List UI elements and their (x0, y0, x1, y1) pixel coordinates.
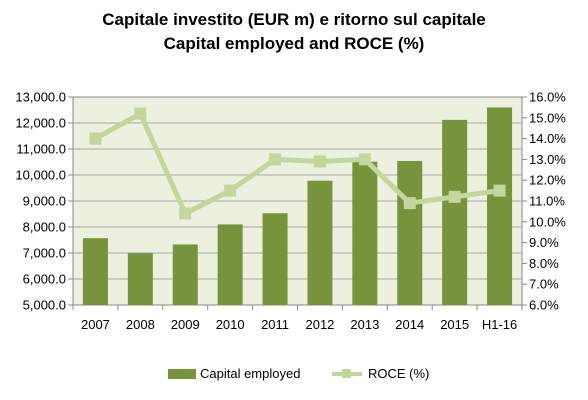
y-right-tick-label: 14.0% (529, 131, 566, 146)
x-tick-label: H1-16 (482, 317, 517, 332)
bar-capital-employed (262, 213, 288, 305)
y-right-tick-label: 9.0% (529, 235, 559, 250)
bar-capital-employed (397, 160, 423, 305)
point-roce (224, 184, 237, 197)
bar-capital-employed (307, 180, 333, 305)
x-tick-label: 2014 (395, 317, 424, 332)
y-left-tick-label: 6,000.0 (23, 272, 66, 287)
x-tick-label: 2011 (261, 317, 289, 332)
legend-swatch-capital-employed (168, 369, 196, 379)
y-right-tick-label: 7.0% (529, 277, 559, 292)
chart-subtitle: Capital employed and ROCE (%) (163, 34, 425, 53)
y-right-tick-label: 6.0% (529, 298, 559, 313)
y-right-tick-label: 8.0% (529, 256, 559, 271)
y-left-tick-label: 12,000.0 (15, 116, 66, 131)
line-roce (94, 111, 500, 216)
y-left-tick-label: 11,000.0 (16, 142, 66, 157)
bar-capital-employed (82, 238, 108, 305)
x-tick-label: 2013 (350, 317, 379, 332)
y-left-tick-label: 10,000.0 (15, 168, 66, 183)
bar-capital-employed (442, 119, 468, 305)
x-tick-label: 2010 (216, 317, 245, 332)
y-right-tick-label: 15.0% (529, 110, 566, 125)
point-roce (358, 153, 371, 166)
x-tick-label: 2015 (440, 317, 469, 332)
y-left-tick-label: 5,000.0 (23, 298, 66, 313)
bar-capital-employed (127, 253, 153, 305)
y-right-tick-label: 11.0% (529, 194, 565, 209)
point-roce (313, 155, 326, 168)
point-roce (89, 132, 102, 145)
bar-capital-employed (217, 224, 243, 305)
x-tick-label: 2009 (171, 317, 200, 332)
y-right-tick-label: 16.0% (529, 90, 566, 105)
x-tick-label: 2008 (126, 317, 155, 332)
bar-capital-employed (487, 107, 513, 306)
point-roce (493, 184, 506, 197)
bar-capital-employed (352, 161, 378, 305)
bar-capital-employed (172, 244, 198, 305)
point-roce (403, 197, 416, 210)
point-roce (448, 190, 461, 203)
y-right-tick-label: 13.0% (529, 152, 566, 167)
y-right-tick-label: 12.0% (529, 173, 566, 188)
point-roce (269, 153, 282, 166)
legend-swatch-roce-marker (342, 369, 351, 378)
y-left-tick-label: 9,000.0 (23, 194, 66, 209)
y-left-tick-label: 7,000.0 (23, 246, 66, 261)
chart-title: Capitale investito (EUR m) e ritorno sul… (102, 10, 486, 29)
point-roce (134, 107, 147, 120)
y-left-tick-label: 13,000.0 (15, 90, 66, 105)
legend-label-roce: ROCE (%) (368, 366, 430, 381)
x-tick-label: 2007 (81, 317, 110, 332)
point-roce (179, 207, 192, 220)
x-tick-label: 2012 (305, 317, 334, 332)
y-right-tick-label: 10.0% (529, 214, 566, 229)
y-left-tick-label: 8,000.0 (23, 220, 66, 235)
legend-label-capital-employed: Capital employed (200, 366, 301, 381)
